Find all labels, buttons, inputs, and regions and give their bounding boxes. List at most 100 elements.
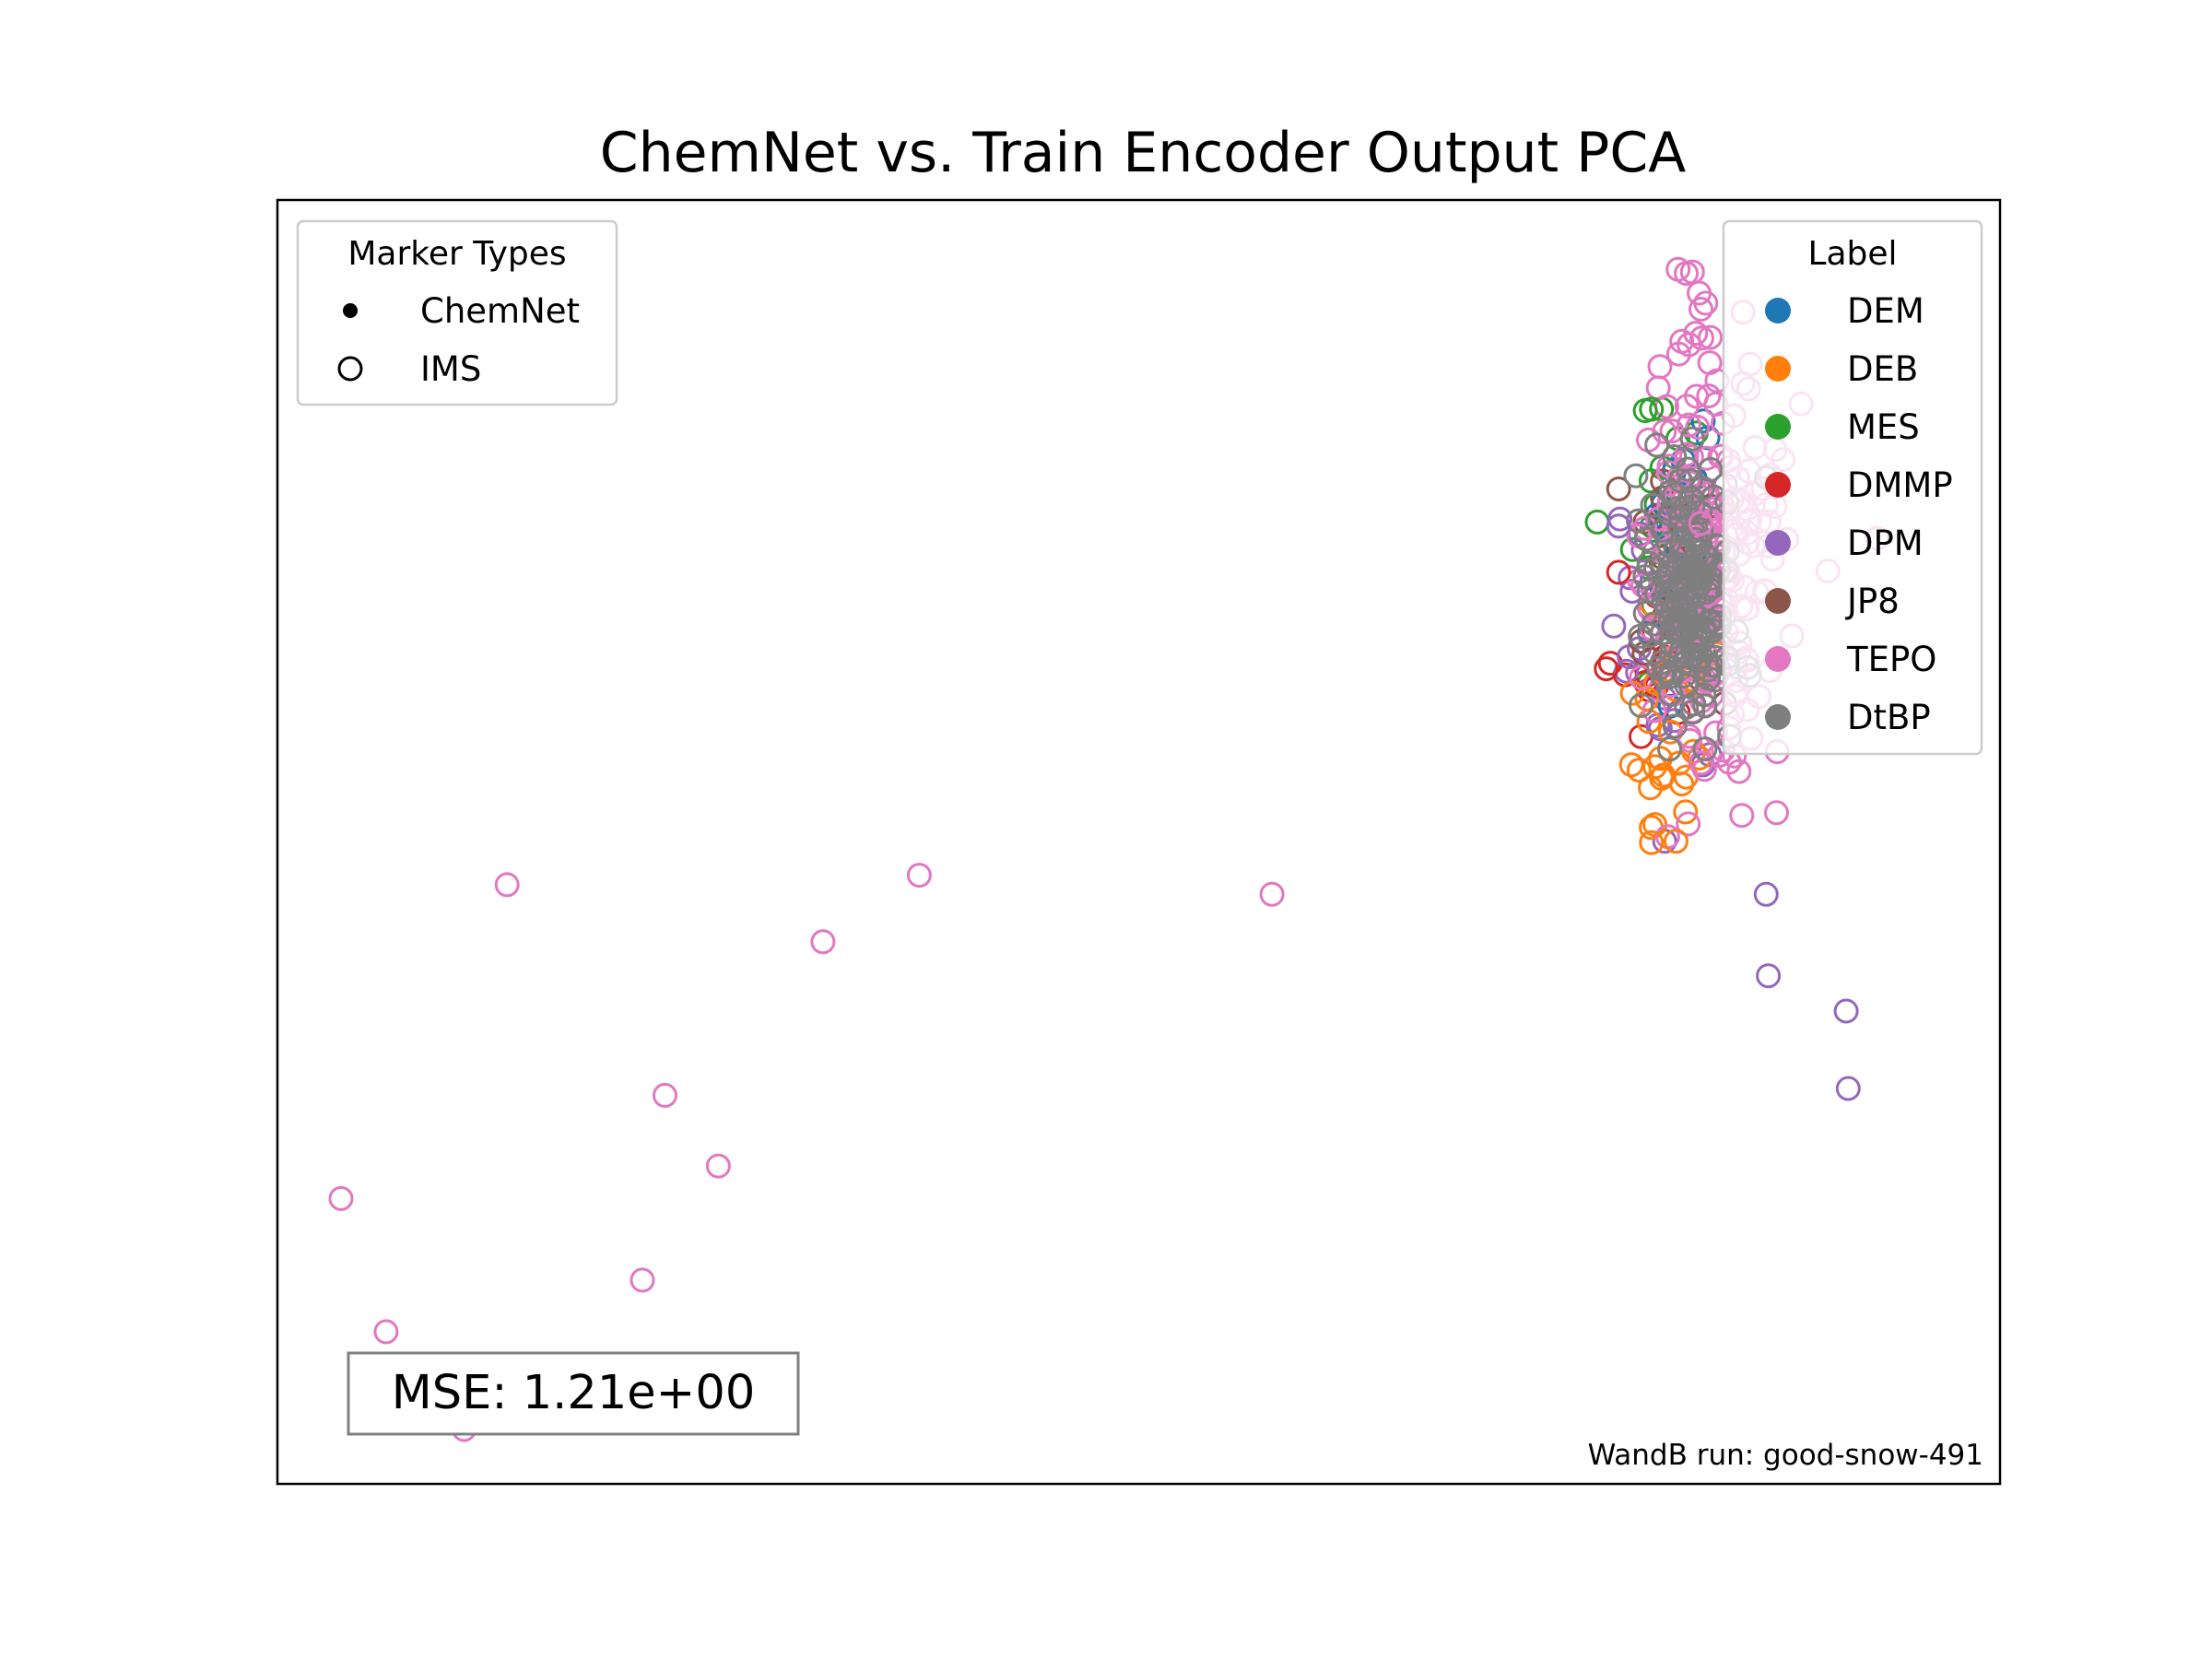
ims-point-deb [1638,775,1664,801]
ims-point-dtbp [1683,515,1709,541]
legend-label-jp8: JP8 [1845,582,1900,621]
legend-swatch-dem [1765,298,1791,324]
ims-point-dpm [1601,613,1627,639]
ims-point-dmmp [1606,559,1631,585]
mse-text: MSE: 1.21e+00 [392,1366,756,1420]
ims-point-dtbp [1628,623,1653,649]
marker-legend-label-chemnet: ChemNet [420,291,580,331]
legend-swatch-mes [1765,414,1791,440]
ims-point-deb [1626,758,1652,783]
ims-point-dtbp [1689,476,1715,501]
ims-point-tepo [1764,800,1789,826]
ims-point-dtbp [1677,468,1703,494]
marker-legend-title: Marker Types [347,235,566,273]
ims-point-tepo [906,863,932,888]
ims-point-dtbp [1644,432,1670,458]
ims-point-dtbp [1642,556,1668,582]
ims-point-dpm [1756,963,1782,989]
wandb-run-label: WandB run: good-snow-491 [1588,1439,1983,1472]
marker-legend-box [296,219,618,406]
ims-point-deb [1639,830,1665,855]
ims-point-dtbp [1629,692,1653,718]
ims-point-tepo [1689,325,1714,351]
legend-swatch-dpm [1765,530,1791,556]
ims-point-dtbp [1680,700,1706,725]
ims-point-tepo [1696,383,1722,409]
ims-point-dtbp [1657,681,1683,707]
ims-point-dtbp [1662,444,1688,469]
ims-point-deb [1673,799,1699,825]
ims-point-dtbp [1672,495,1698,521]
ims-point-dtbp [1679,426,1705,452]
legend-label-dem: DEM [1847,291,1924,331]
ims-point-dtbp [1693,580,1719,605]
ims-point-tepo [1632,515,1658,541]
ims-point-mes [1632,398,1658,423]
ims-point-tepo [1647,354,1673,380]
plot-area-frame [276,198,2002,1486]
legend-label-dpm: DPM [1847,524,1924,563]
ims-point-tepo [1729,803,1755,829]
ims-point-dtbp [1633,526,1659,552]
ims-point-tepo [1630,572,1656,598]
ims-point-dtbp [1662,713,1688,739]
ims-point-tepo [1674,261,1700,287]
ims-point-deb [1618,752,1644,778]
ims-point-tepo [1688,511,1713,536]
ims-point-tepo [1676,412,1701,438]
label-legend-title: Label [1807,235,1897,273]
ims-point-dtbp [1671,664,1697,688]
ims-point-tepo [1683,321,1709,347]
ims-point-dtbp [1699,653,1724,678]
ims-point-tepo [810,929,836,955]
marker-legend-label-ims: IMS [420,349,481,389]
ims-point-dtbp [1653,658,1678,684]
ims-point-tepo [1645,375,1671,401]
ims-point-mes [1584,509,1610,535]
ims-point-dpm [1835,1076,1861,1101]
ims-point-tepo [705,1153,731,1179]
ims-point-tepo [1641,698,1667,724]
ims-point-dtbp [1654,593,1680,618]
ims-point-dtbp [1667,607,1693,633]
ims-point-tepo [1655,460,1681,486]
label-legend-box [1722,219,1983,756]
ims-point-deb [1664,829,1688,854]
legend-label-dtbp: DtBP [1847,698,1931,737]
ims-point-dtbp [1688,500,1713,525]
data-points [328,256,1889,1442]
ims-point-dtbp [1651,588,1677,614]
legend-swatch-dmmp [1765,472,1791,498]
ims-point-dtbp [1641,640,1667,665]
ims-point-dtbp [1623,463,1649,488]
ims-point-tepo [653,1082,677,1108]
ims-point-dtbp [1692,693,1718,719]
ims-point-dtbp [1658,641,1684,666]
ims-point-tepo [1685,415,1711,440]
legend-swatch-jp8 [1765,588,1791,614]
ims-point-dtbp [1679,633,1705,659]
ims-point-dem [1690,408,1716,434]
ims-point-tepo [1678,444,1704,470]
chemnet-marker-swatch [343,303,358,318]
ims-point-tepo [1674,394,1700,419]
legend-label-mes: MES [1847,407,1920,447]
mse-box [347,1351,800,1436]
ims-point-dtbp [1657,736,1682,762]
ims-point-dpm [1833,998,1859,1024]
ims-point-dmmp [1594,656,1619,682]
ims-point-dtbp [1678,581,1704,606]
ims-point-dtbp [1675,456,1700,482]
ims-point-tepo [1259,881,1285,907]
label-legend: Label DEM DEB MES DMMP DPM JP8 TEPO DtBP [1722,219,1983,756]
ims-point-tepo [1688,297,1713,322]
ims-point-dpm [1606,513,1631,539]
ims-point-dtbp [1656,559,1681,585]
legend-swatch-tepo [1765,646,1791,672]
ims-point-tepo [373,1319,399,1345]
ims-point-tepo [328,1185,354,1211]
ims-point-jp8 [1606,477,1631,501]
legend-label-dmmp: DMMP [1847,465,1953,505]
ims-point-dpm [1753,881,1779,907]
